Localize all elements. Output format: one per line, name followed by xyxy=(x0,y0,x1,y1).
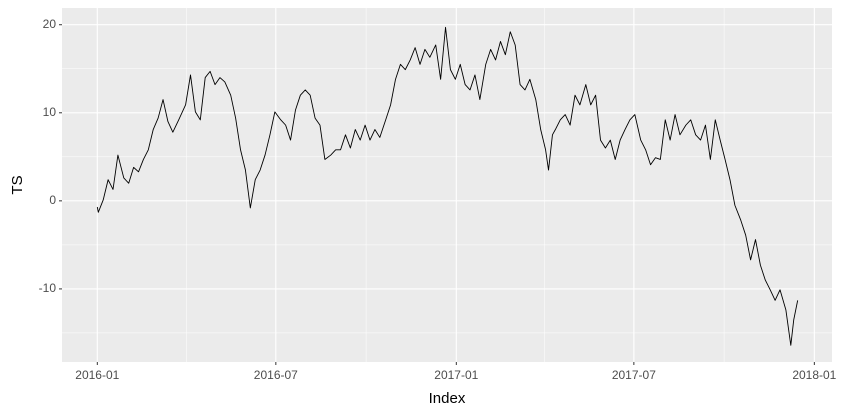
panel xyxy=(62,8,832,362)
x-axis-title: Index xyxy=(429,390,466,407)
x-tick-label: 2017-07 xyxy=(612,368,656,382)
x-tick-label: 2017-01 xyxy=(434,368,478,382)
y-axis-title: TS xyxy=(9,175,26,194)
y-tick-label: -10 xyxy=(39,281,57,295)
x-tick-label: 2016-01 xyxy=(75,368,119,382)
y-tick-label: 10 xyxy=(43,105,57,119)
x-tick-label: 2018-01 xyxy=(792,368,836,382)
series-line xyxy=(96,26,799,346)
y-tick-label: 20 xyxy=(43,17,57,31)
x-tick-label: 2016-07 xyxy=(254,368,298,382)
y-tick-label: 0 xyxy=(49,193,56,207)
